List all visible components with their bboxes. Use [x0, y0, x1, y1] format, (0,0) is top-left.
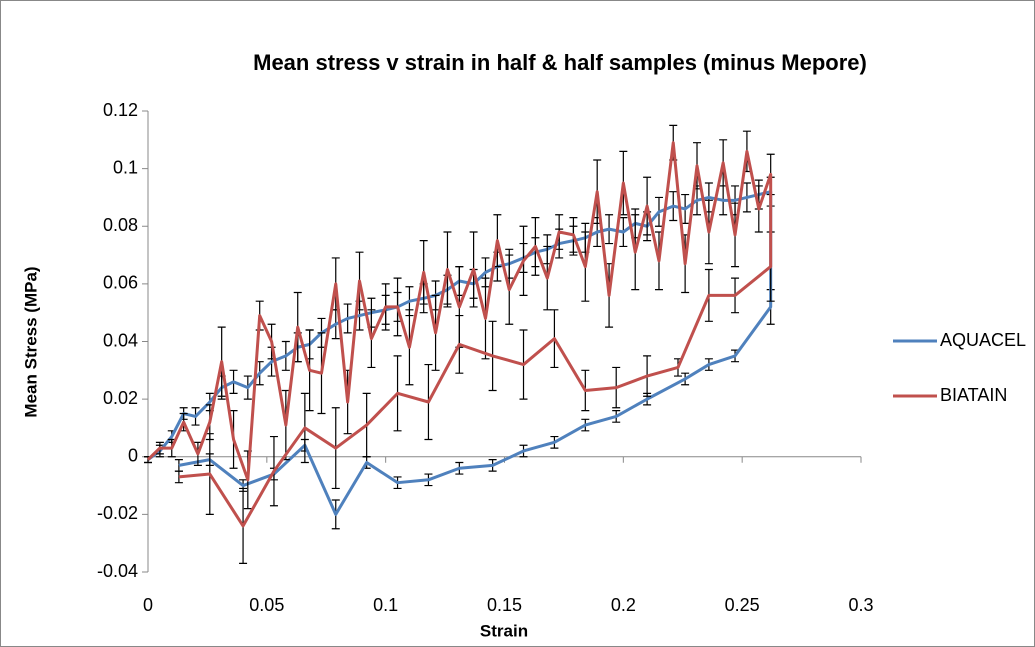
x-axis-label: Strain — [480, 621, 528, 640]
x-tick-label: 0.15 — [487, 595, 522, 615]
x-tick-label: 0.1 — [373, 595, 398, 615]
x-tick-label: 0.2 — [611, 595, 636, 615]
x-tick-label: 0.05 — [249, 595, 284, 615]
y-tick-label: 0.08 — [103, 215, 138, 235]
y-tick-label: 0.1 — [113, 157, 138, 177]
y-tick-label: 0.12 — [103, 100, 138, 120]
y-tick-label: 0.04 — [103, 330, 138, 350]
x-tick-label: 0 — [143, 595, 153, 615]
y-tick-label: 0.02 — [103, 388, 138, 408]
y-tick-label: 0.06 — [103, 273, 138, 293]
series-line — [146, 141, 773, 528]
chart-title: Mean stress v strain in half & half samp… — [253, 50, 867, 75]
x-tick-label: 0.3 — [848, 595, 873, 615]
y-tick-label: -0.02 — [97, 503, 138, 523]
x-tick-label: 0.25 — [725, 595, 760, 615]
legend-label: BIATAIN — [940, 385, 1007, 405]
y-tick-label: -0.04 — [97, 561, 138, 581]
y-tick-label: 0 — [128, 446, 138, 466]
y-axis-label: Mean Stress (MPa) — [21, 266, 40, 417]
legend-label: AQUACEL — [940, 330, 1026, 350]
